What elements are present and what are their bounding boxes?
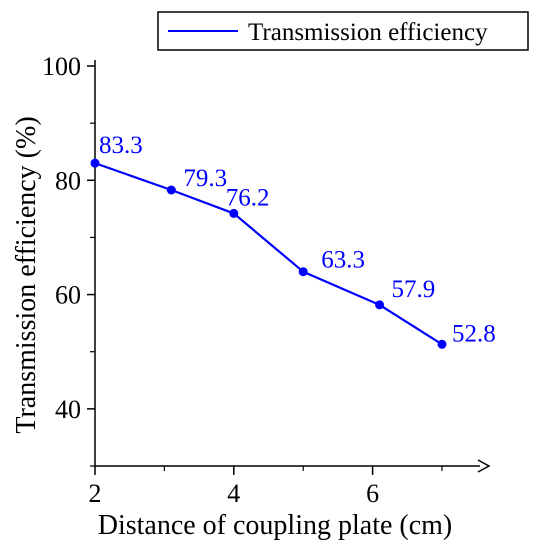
x-tick-label: 4 — [227, 479, 240, 508]
legend-label: Transmission efficiency — [248, 19, 488, 46]
y-tick-label: 80 — [55, 166, 81, 195]
data-label: 57.9 — [392, 276, 436, 303]
data-label: 52.8 — [452, 320, 496, 347]
y-tick-label: 100 — [42, 52, 81, 81]
data-point — [375, 300, 385, 310]
data-label: 63.3 — [321, 247, 365, 274]
data-point — [90, 158, 100, 168]
series-layer: 83.3 79.376.2 63.3 57.9 52.8 — [90, 132, 496, 349]
data-label: 79.3 — [183, 165, 227, 192]
axes: 40 60 80 100 2 4 6 — [42, 52, 491, 508]
data-label: 83.3 — [99, 132, 143, 159]
x-tick-label: 6 — [366, 479, 379, 508]
data-point — [229, 208, 239, 218]
data-label: 76.2 — [226, 184, 270, 211]
y-tick-label: 60 — [55, 281, 81, 310]
y-axis-title: Transmission efficiency (%) — [11, 116, 42, 433]
x-axis-ticks: 2 4 6 — [89, 466, 443, 508]
x-axis-arrow-icon — [477, 459, 491, 473]
data-point — [166, 185, 176, 195]
x-axis-title: Distance of coupling plate (cm) — [98, 510, 453, 541]
legend: Transmission efficiency — [157, 11, 529, 51]
data-point — [437, 339, 447, 349]
series-line — [94, 162, 443, 346]
data-point — [298, 267, 308, 277]
x-tick-label: 2 — [89, 479, 102, 508]
y-axis-ticks: 40 60 80 100 — [42, 52, 95, 467]
y-tick-label: 40 — [55, 395, 81, 424]
